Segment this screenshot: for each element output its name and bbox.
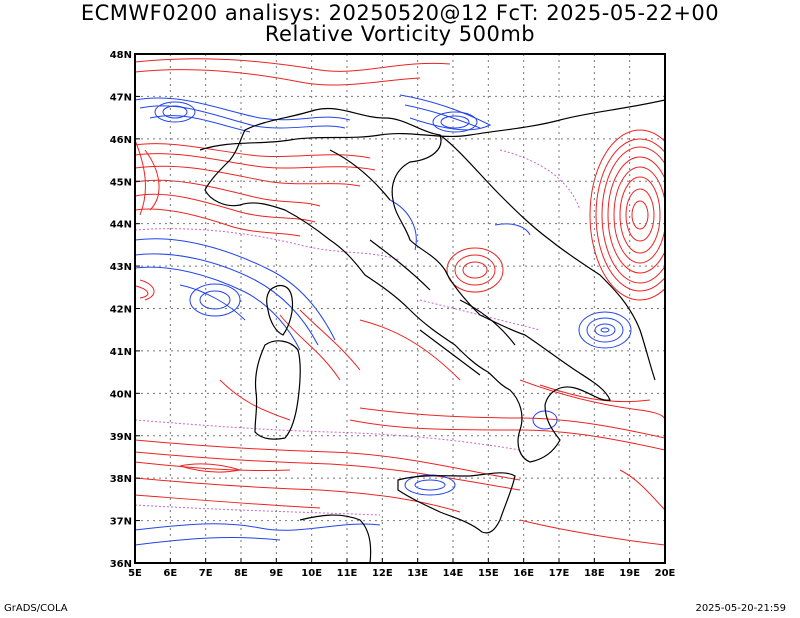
lat-tick-label: 46N — [110, 135, 132, 146]
footer-left-credit: GrADS/COLA — [4, 603, 68, 614]
lat-tick-label: 39N — [110, 432, 132, 443]
alps-border — [199, 99, 665, 151]
title-line-2: Relative Vorticity 500mb — [264, 22, 536, 46]
lon-tick-label: 15E — [478, 568, 499, 579]
lat-tick-label: 40N — [110, 389, 132, 400]
lat-tick-label: 44N — [110, 220, 132, 231]
lon-tick-label: 17E — [549, 568, 570, 579]
footer-right-timestamp: 2025-05-20-21:59 — [695, 603, 786, 614]
coastlines — [199, 99, 665, 563]
lat-tick-label: 42N — [110, 305, 132, 316]
lat-tick-label: 43N — [110, 262, 132, 273]
lon-tick-label: 11E — [337, 568, 358, 579]
lat-tick-label: 37N — [110, 517, 132, 528]
lon-tick-label: 10E — [301, 568, 322, 579]
lon-tick-label: 13E — [407, 568, 428, 579]
inner-regions — [329, 149, 516, 376]
balkan-coast — [439, 134, 656, 381]
italy-peninsula — [204, 107, 611, 463]
gridlines — [135, 54, 665, 563]
lon-tick-label: 5E — [128, 568, 142, 579]
longitude-axis: 5E 6E 7E 8E 9E 10E 11E 12E 13E 14E 15E 16E 17E 18E 19E… — [128, 558, 676, 579]
lon-tick-label: 18E — [584, 568, 605, 579]
north-africa-coast — [299, 514, 372, 563]
lon-tick-label: 16E — [513, 568, 534, 579]
lat-tick-label: 47N — [110, 92, 132, 103]
positive-vorticity-north — [135, 58, 451, 301]
lat-tick-label: 36N — [110, 559, 132, 570]
lon-tick-label: 14E — [443, 568, 464, 579]
lon-tick-label: 6E — [163, 568, 177, 579]
lon-tick-label: 9E — [269, 568, 283, 579]
lon-tick-label: 19E — [619, 568, 640, 579]
lon-tick-label: 7E — [199, 568, 213, 579]
lat-tick-label: 48N — [110, 50, 132, 61]
lon-tick-label: 12E — [372, 568, 393, 579]
lat-tick-label: 38N — [110, 474, 132, 485]
negative-vorticity — [135, 94, 632, 546]
lat-tick-label: 41N — [110, 347, 132, 358]
lat-tick-label: 45N — [110, 177, 132, 188]
title-line-1: ECMWF0200 analisys: 20250520@12 FcT: 202… — [80, 1, 720, 25]
sicily — [397, 472, 516, 534]
lon-tick-label: 8E — [234, 568, 248, 579]
lon-tick-label: 20E — [655, 568, 676, 579]
corsica — [266, 284, 294, 336]
sardinia — [254, 340, 301, 440]
contour-field — [135, 54, 665, 563]
latitude-axis: 36N 37N 38N 39N 40N 41N 42N 43N 44N 45N 46N 47N 48N — [110, 50, 140, 570]
positive-vorticity-east — [446, 129, 665, 301]
